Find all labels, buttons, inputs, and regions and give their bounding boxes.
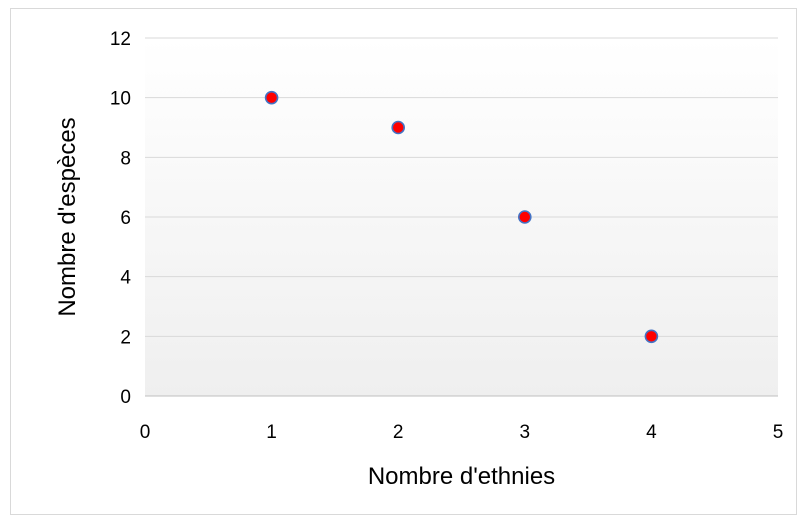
x-tick-label: 1: [266, 422, 277, 443]
y-tick-label: 0: [120, 387, 131, 408]
y-axis-ticks: 0 2 4 6 8 10 12: [110, 29, 132, 408]
x-axis-title: Nombre d'ethnies: [368, 463, 555, 490]
y-tick-label: 8: [120, 148, 131, 169]
y-axis-title: Nombre d'espèces: [54, 117, 81, 316]
data-point: [517, 210, 532, 224]
y-tick-label: 4: [120, 268, 131, 289]
y-tick-label: 10: [110, 89, 131, 110]
data-point: [644, 329, 659, 344]
x-axis-ticks: 0 1 2 3 4 5: [140, 422, 784, 443]
y-tick-label: 6: [120, 208, 131, 229]
data-point: [264, 90, 279, 105]
gridlines: [145, 37, 778, 337]
y-tick-label: 12: [110, 29, 131, 50]
data-points: [264, 90, 659, 344]
x-tick-label: 5: [773, 422, 784, 443]
x-tick-label: 0: [140, 422, 151, 443]
x-tick-label: 3: [520, 422, 531, 443]
x-tick-label: 4: [646, 422, 657, 443]
data-point: [391, 120, 406, 135]
x-tick-label: 2: [393, 422, 404, 443]
y-tick-label: 2: [120, 327, 131, 348]
